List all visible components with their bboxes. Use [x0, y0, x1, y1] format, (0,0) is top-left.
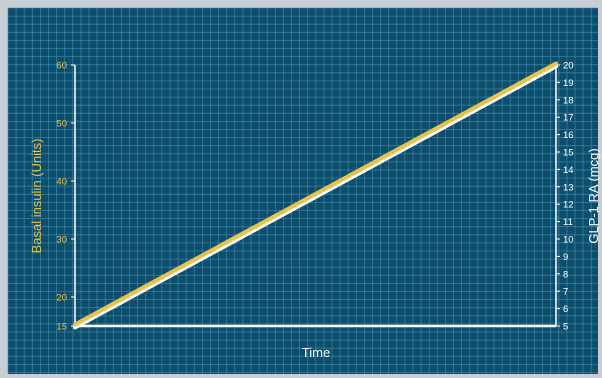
left-tick-label: 15	[56, 322, 67, 333]
right-tick-label: 10	[563, 235, 574, 246]
right-tick-label: 7	[563, 287, 568, 298]
right-tick-label: 15	[563, 148, 574, 159]
right-tick-label: 14	[563, 165, 574, 176]
axes	[71, 64, 560, 328]
right-tick-label: 8	[563, 269, 568, 280]
right-tick-label: 6	[563, 304, 568, 315]
left-axis-label: Basal insulin (Units)	[29, 139, 44, 254]
right-tick-label: 16	[563, 130, 574, 141]
right-tick-label: 20	[563, 61, 574, 72]
tick-labels: 15 20 30 40 50 60 5 6 7 8 9 10 11 12 13 14 15 16 17 18 19 20	[56, 61, 573, 333]
grid-lines	[7, 7, 598, 374]
series-line-glp1-ra	[73, 64, 558, 330]
left-tick-label: 30	[56, 235, 67, 246]
series-line-basal-insulin	[73, 61, 558, 327]
right-tick-label: 17	[563, 113, 574, 124]
left-tick-label: 60	[56, 61, 67, 72]
right-tick-label: 5	[563, 322, 568, 333]
left-tick-label: 40	[56, 177, 67, 188]
right-tick-label: 12	[563, 200, 574, 211]
right-axis-label: GLP-1 RA (mcg)	[586, 148, 601, 243]
right-tick-label: 13	[563, 182, 574, 193]
left-tick-label: 50	[56, 119, 67, 130]
left-tick-label: 20	[56, 293, 67, 304]
series-layer	[73, 61, 558, 330]
right-tick-label: 18	[563, 95, 574, 106]
chart-panel	[8, 8, 598, 374]
x-axis-label: Time	[302, 345, 330, 360]
right-tick-label: 9	[563, 252, 568, 263]
right-tick-label: 11	[563, 217, 573, 228]
right-tick-label: 19	[563, 78, 574, 89]
